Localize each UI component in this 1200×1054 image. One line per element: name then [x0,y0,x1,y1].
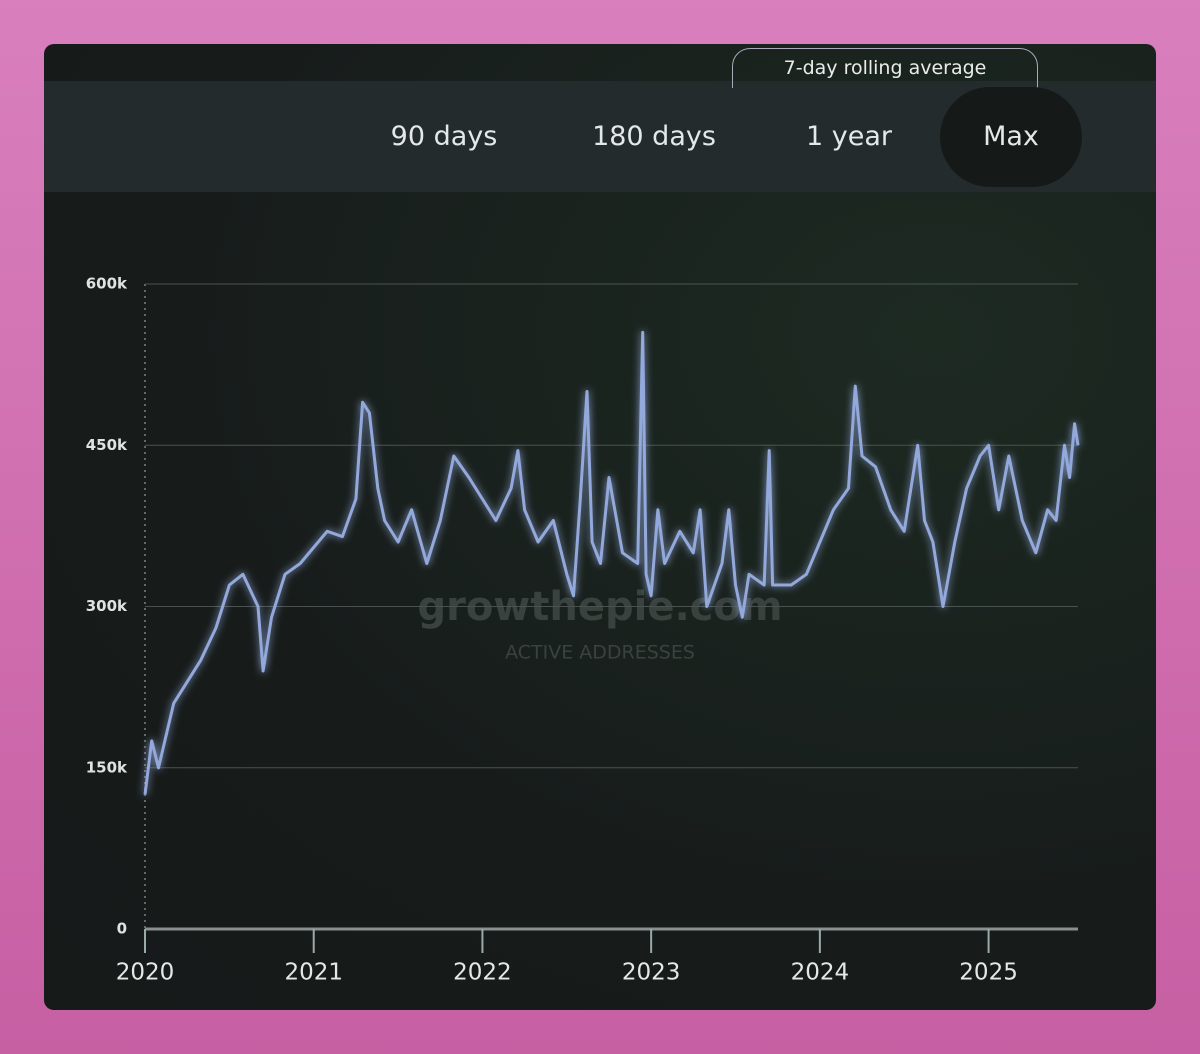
range-tab[interactable]: 1 year [806,121,892,152]
x-tick-label: 2020 [116,960,175,986]
x-tick-label: 2022 [453,960,512,986]
rolling-average-toggle[interactable]: 7-day rolling average [732,48,1038,88]
range-tab[interactable]: 90 days [390,121,498,152]
card: 7-day rolling average 90 days 180 days 1 y… [44,44,1156,1010]
watermark-metric: ACTIVE ADDRESSES [505,642,695,664]
y-tick-label: 300k [86,597,128,615]
y-tick-label: 0 [117,920,127,938]
series-line [143,330,1080,795]
y-tick-label: 600k [86,275,128,293]
y-tick-label: 150k [86,758,128,776]
range-tab[interactable]: 180 days [592,121,716,152]
x-tick-label: 2021 [284,960,343,986]
x-tick-label: 2023 [622,960,681,986]
range-tab[interactable]: Max [940,87,1082,187]
y-tick-label: 450k [86,436,128,454]
x-tick-label: 2025 [959,960,1018,986]
x-tick-label: 2024 [791,960,850,986]
